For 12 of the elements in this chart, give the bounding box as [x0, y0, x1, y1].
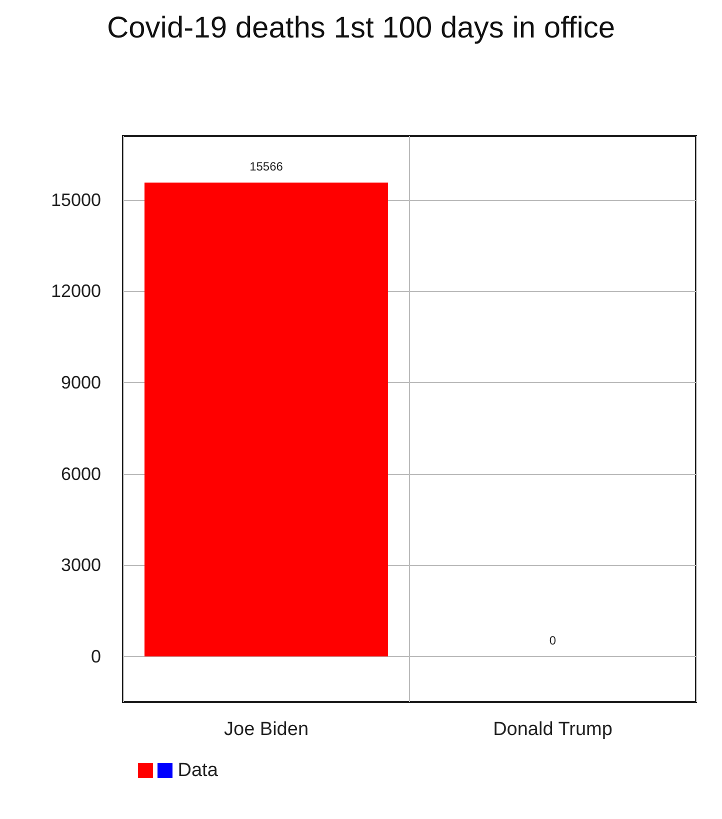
data-label: 15566: [250, 160, 284, 174]
y-tick-label: 9000: [60, 372, 101, 392]
data-label: 0: [549, 633, 556, 648]
y-tick-label: 15000: [50, 190, 101, 210]
y-tick-label: 6000: [60, 464, 101, 484]
y-tick-label: 3000: [60, 555, 101, 576]
chart-title: Covid-19 deaths 1st 100 days in office: [106, 12, 616, 44]
x-tick-label: Donald Trump: [493, 719, 612, 740]
x-tick-label: Joe Biden: [224, 719, 309, 740]
y-tick-label: 0: [90, 646, 101, 666]
legend-label: Data: [178, 760, 218, 781]
y-tick-label: 12000: [50, 281, 101, 302]
